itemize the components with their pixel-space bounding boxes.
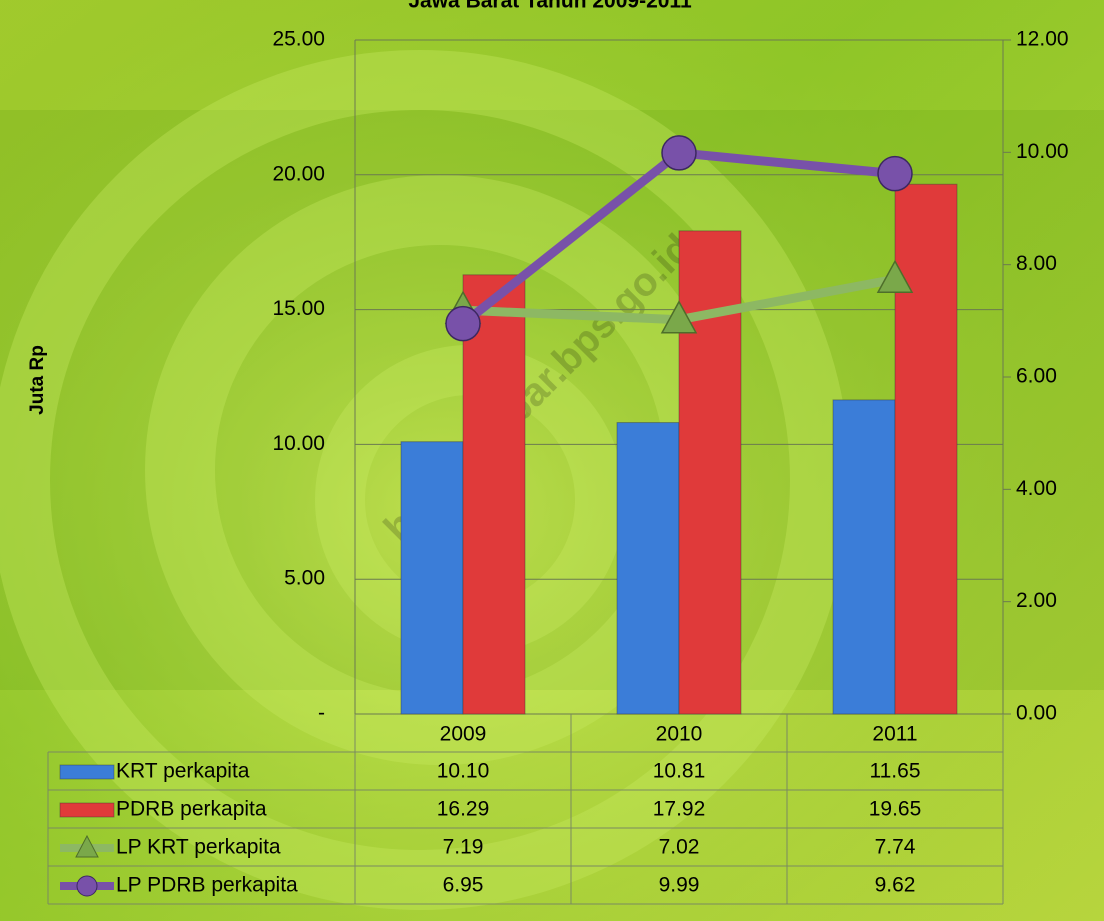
y2-tick-label: 12.00 [1016,28,1069,51]
x-tick-label: 2009 [440,723,487,746]
bar [679,231,741,714]
y2-tick-label: 0.00 [1016,702,1057,725]
chart-title: Jawa Barat Tahun 2009-2011 [408,0,692,13]
legend-key [60,803,114,817]
legend-label: LP KRT perkapita [116,836,281,859]
legend-key [77,876,97,896]
y2-tick-label: 8.00 [1016,252,1057,275]
x-tick-label: 2010 [656,723,703,746]
bar [617,423,679,714]
table-value: 9.62 [875,874,916,897]
legend-key [60,765,114,779]
table-value: 11.65 [870,760,921,783]
marker [446,307,480,341]
table-value: 7.74 [875,836,916,859]
table-value: 10.81 [653,760,706,783]
table-value: 19.65 [869,798,922,821]
bar [401,442,463,714]
y-tick-label: 15.00 [272,297,325,320]
table-value: 10.10 [437,760,490,783]
marker [878,157,912,191]
table-value: 9.99 [659,874,700,897]
y-tick-label: - [318,702,325,725]
y-tick-label: 20.00 [272,162,325,185]
table-value: 7.02 [659,836,700,859]
legend-label: LP PDRB perkapita [116,874,298,897]
bar [833,400,895,714]
chart: Jawa Barat Tahun 2009-2011 Juta Rp https… [0,0,1104,921]
legend-label: KRT perkapita [116,760,250,783]
y2-tick-label: 10.00 [1016,140,1069,163]
y2-tick-label: 6.00 [1016,365,1057,388]
marker [662,136,696,170]
table-value: 6.95 [443,874,484,897]
y2-tick-label: 2.00 [1016,589,1057,612]
bar [895,184,957,714]
bar [463,275,525,714]
table-value: 7.19 [443,836,484,859]
table-value: 17.92 [653,798,706,821]
y-axis-label: Juta Rp [27,345,48,415]
y-tick-label: 25.00 [272,28,325,51]
y-tick-label: 5.00 [284,567,325,590]
table-value: 16.29 [437,798,490,821]
y-tick-label: 10.00 [272,432,325,455]
x-tick-label: 2011 [872,723,917,746]
y2-tick-label: 4.00 [1016,477,1057,500]
legend-label: PDRB perkapita [116,798,267,821]
